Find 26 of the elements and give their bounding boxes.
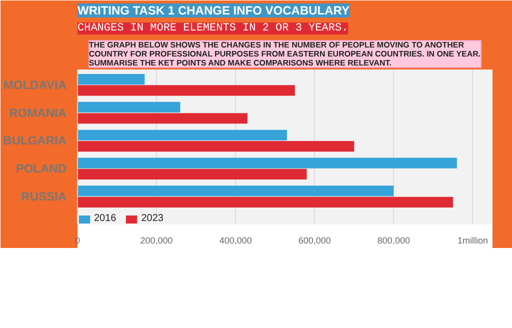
bar <box>78 102 180 113</box>
bar <box>78 130 287 140</box>
bar <box>78 158 457 168</box>
y-tick-label: POLAND <box>16 162 67 176</box>
text: THE GRAPH BELOW SHOWS THE CHANGES IN THE NUMBER OF PEOPLE MOVING TO ANOTHER COUNTRY FOR PROFESSIONAL PURPOSES FROM EASTERN EUROPEAN COUNTRIES. IN ONE YEAR. SUMMARISE THE KET POINTS AND MAKE COMPARISONS WHERE RELEVANT. <box>88 40 481 68</box>
y-tick-label: ROMANIA <box>9 106 67 120</box>
x-tick-label: 800,000 <box>377 236 410 246</box>
x-tick-label: 600,000 <box>298 236 331 246</box>
chart-title: WRITING TASK 1 CHANGE INFO VOCABULARY <box>78 4 350 18</box>
bar <box>78 196 453 208</box>
y-tick-label: RUSSIA <box>21 190 67 204</box>
x-tick-label: 200,000 <box>140 236 173 246</box>
bar <box>78 74 145 85</box>
y-tick-label: BULGARIA <box>3 134 67 148</box>
legend-label: 2016 <box>94 213 116 224</box>
y-tick-label: MOLDAVIA <box>3 78 67 92</box>
bar <box>78 168 307 180</box>
bar <box>78 113 248 124</box>
chart-subtitle: CHANGES IN MORE ELEMENTS IN 2 OR 3 YEARS. <box>78 22 348 34</box>
bar <box>78 186 394 196</box>
x-tick-label: 400,000 <box>219 236 252 246</box>
bar <box>78 140 354 152</box>
bar <box>78 85 295 96</box>
x-tick-label: 1million <box>457 236 488 246</box>
x-tick-label: 0 <box>74 236 80 246</box>
legend-label: 2023 <box>141 213 164 224</box>
